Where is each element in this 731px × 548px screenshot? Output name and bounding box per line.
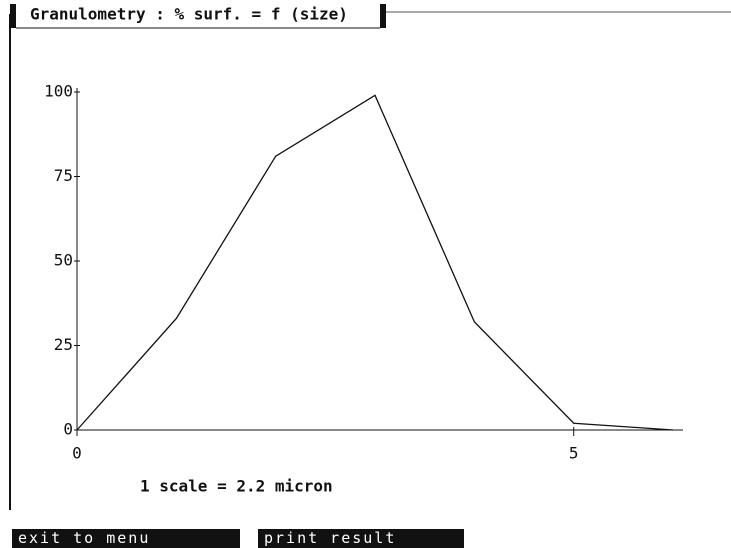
y-tick-label: 75 — [54, 166, 73, 185]
chart: Granulometry : % surf. = f (size) 1 scal… — [9, 4, 731, 510]
y-tick-label: 50 — [54, 251, 73, 270]
title-bar-right — [380, 4, 386, 28]
y-tick-label: 100 — [44, 82, 73, 101]
x-tick-label: 5 — [569, 444, 579, 463]
exit-button[interactable]: exit to menu — [12, 529, 240, 548]
title-bar-left — [10, 4, 16, 28]
print-button[interactable]: print result — [258, 529, 464, 548]
chart-title: Granulometry : % surf. = f (size) — [30, 5, 348, 24]
y-tick-label: 25 — [54, 335, 73, 354]
annotation: 1 scale = 2.2 micron — [140, 477, 333, 496]
y-tick-label: 0 — [63, 420, 73, 439]
data-line — [76, 94, 674, 431]
x-tick-label: 0 — [72, 444, 82, 463]
